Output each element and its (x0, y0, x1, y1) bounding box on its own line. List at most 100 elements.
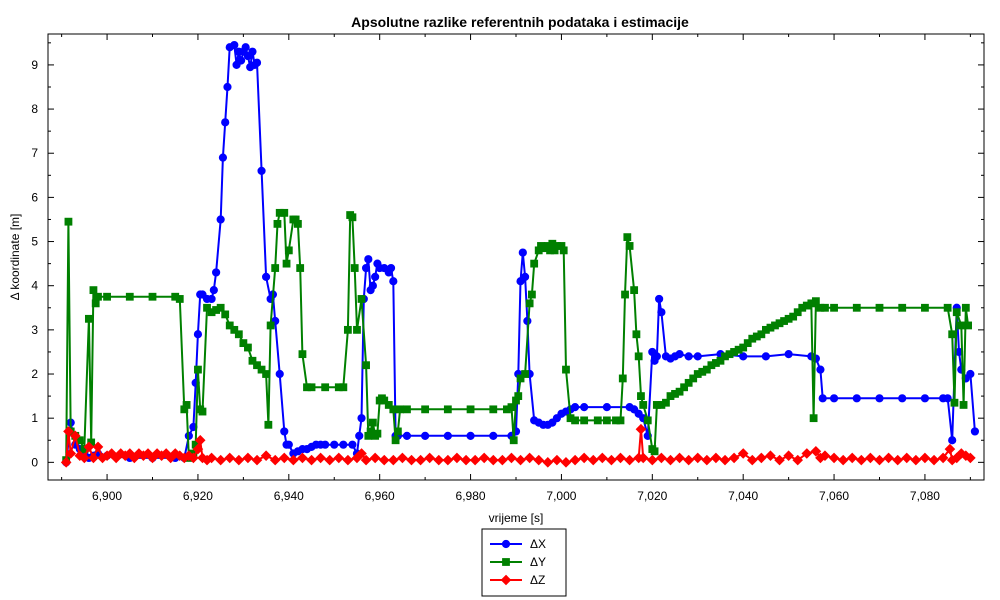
y-axis: 0 1 2 3 4 5 6 7 8 9 (31, 42, 984, 469)
data-point-delta-y (637, 392, 645, 400)
data-point-delta-y (959, 401, 968, 409)
data-point-delta-y (348, 213, 357, 222)
data-point-delta-y (350, 264, 359, 272)
data-point-delta-y (739, 343, 748, 352)
data-point-delta-x (580, 403, 589, 412)
data-point-delta-x (421, 431, 430, 440)
data-point-delta-x (257, 166, 266, 175)
data-point-delta-z (378, 454, 390, 466)
data-point-delta-x (898, 394, 907, 403)
x-axis-label: vrijeme [s] (489, 511, 544, 525)
data-point-delta-y (264, 420, 273, 429)
data-point-delta-z (551, 454, 563, 466)
data-point-delta-y (225, 321, 234, 330)
data-point-delta-z (442, 454, 454, 466)
data-point-delta-y (921, 303, 929, 312)
data-point-delta-x (518, 248, 527, 257)
y-tick-label: 2 (31, 367, 38, 381)
data-point-delta-x (361, 263, 371, 273)
data-point-delta-y (373, 429, 382, 438)
data-point-delta-z (269, 454, 281, 466)
data-point-delta-y (964, 321, 972, 330)
data-point-delta-y (273, 219, 282, 228)
data-point-delta-y (580, 416, 589, 425)
data-point-delta-x (330, 440, 339, 449)
data-point-delta-z (315, 452, 326, 464)
data-point-delta-x (466, 431, 475, 440)
data-point-delta-x (816, 365, 825, 374)
data-point-delta-x (443, 431, 452, 440)
legend-label: ΔZ (530, 573, 545, 587)
data-point-delta-y (639, 401, 648, 409)
data-point-delta-z (856, 454, 867, 466)
data-point-delta-x (321, 440, 330, 449)
data-point-delta-x (739, 352, 748, 361)
data-point-delta-z (83, 441, 95, 453)
data-point-delta-y (103, 292, 111, 301)
data-point-delta-x (355, 431, 364, 440)
x-tick-label: 7,040 (728, 489, 758, 503)
data-point-delta-z (188, 452, 199, 464)
data-point-delta-y (244, 343, 252, 352)
y-tick-label: 7 (31, 146, 38, 160)
data-point-delta-y (443, 405, 452, 414)
data-point-delta-z (637, 452, 649, 464)
data-point-delta-y (662, 398, 670, 407)
data-point-delta-z (469, 454, 481, 466)
data-point-delta-z (206, 452, 217, 464)
data-point-delta-y (528, 290, 536, 299)
data-point-delta-y (91, 299, 100, 308)
data-point-delta-y (625, 242, 634, 250)
data-point-delta-z (356, 448, 367, 459)
data-point-delta-z (333, 452, 345, 464)
data-point-delta-x (948, 436, 957, 445)
data-point-delta-y (830, 303, 838, 312)
data-point-delta-x (389, 277, 398, 286)
data-point-delta-y (296, 264, 305, 272)
data-point-delta-z (92, 441, 104, 453)
data-point-delta-z (460, 454, 472, 466)
data-point-delta-y (284, 246, 293, 255)
data-point-delta-x (693, 352, 702, 361)
data-point-delta-z (397, 452, 408, 464)
data-point-delta-y (253, 361, 261, 370)
data-point-delta-y (194, 365, 202, 374)
data-point-delta-z (369, 452, 381, 464)
data-point-delta-z (701, 454, 713, 466)
data-point-delta-y (793, 308, 802, 317)
data-point-delta-z (560, 457, 572, 468)
data-point-delta-z (451, 452, 463, 464)
data-point-delta-z (865, 452, 876, 464)
data-point-delta-y (684, 378, 693, 387)
data-point-delta-y (248, 356, 257, 365)
data-point-delta-z (515, 454, 526, 466)
x-tick-label: 6,940 (274, 489, 304, 503)
data-point-delta-x (970, 427, 980, 436)
data-point-delta-y (380, 396, 389, 405)
data-point-delta-y (650, 447, 659, 456)
data-point-delta-y (234, 330, 243, 339)
data-point-delta-z (297, 452, 308, 464)
data-point-delta-y (266, 321, 275, 330)
data-point-delta-x (655, 294, 664, 304)
x-tick-label: 7,060 (819, 489, 849, 503)
data-point-delta-x (602, 403, 611, 412)
data-point-delta-y (621, 290, 629, 299)
data-point-delta-y (271, 264, 280, 272)
data-point-delta-z (683, 454, 694, 466)
data-point-delta-z (606, 454, 617, 466)
data-point-delta-y (516, 374, 525, 383)
y-tick-label: 9 (31, 58, 38, 72)
data-point-delta-y (743, 339, 752, 348)
data-point-delta-x (212, 268, 221, 277)
data-point-delta-x (402, 431, 412, 440)
data-point-delta-y (489, 405, 498, 414)
data-point-delta-y (175, 295, 184, 303)
data-point-delta-x (784, 350, 793, 359)
data-point-delta-z (233, 454, 245, 466)
y-tick-label: 8 (31, 102, 38, 116)
data-point-delta-y (680, 383, 689, 392)
x-tick-label: 7,000 (546, 489, 576, 503)
data-point-delta-y (216, 303, 225, 312)
data-point-delta-x (218, 153, 228, 162)
